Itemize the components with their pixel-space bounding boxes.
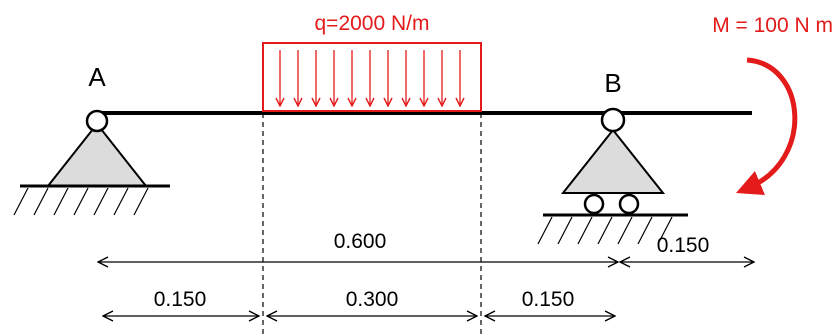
- support-b-label: B: [604, 68, 621, 98]
- dimension-overhang-label: 0.150: [657, 234, 710, 257]
- dimension-total-label: 0.600: [334, 230, 387, 253]
- load-arrows: [280, 50, 460, 106]
- pin-support-a: [13, 109, 170, 216]
- roller-support-b: [537, 107, 688, 245]
- dimension-seg1-label: 0.150: [154, 288, 207, 311]
- dimension-seg2-label: 0.300: [346, 288, 399, 311]
- ground-hatch-a: [13, 187, 149, 216]
- load-label: q=2000 N/m: [315, 12, 430, 35]
- support-a-label: A: [88, 62, 106, 92]
- moment-arrow: [736, 57, 798, 195]
- ground-hatch-b: [537, 216, 673, 245]
- distributed-load: [262, 42, 482, 112]
- dimension-seg3-label: 0.150: [522, 288, 575, 311]
- moment-label: M = 100 N m: [712, 14, 833, 37]
